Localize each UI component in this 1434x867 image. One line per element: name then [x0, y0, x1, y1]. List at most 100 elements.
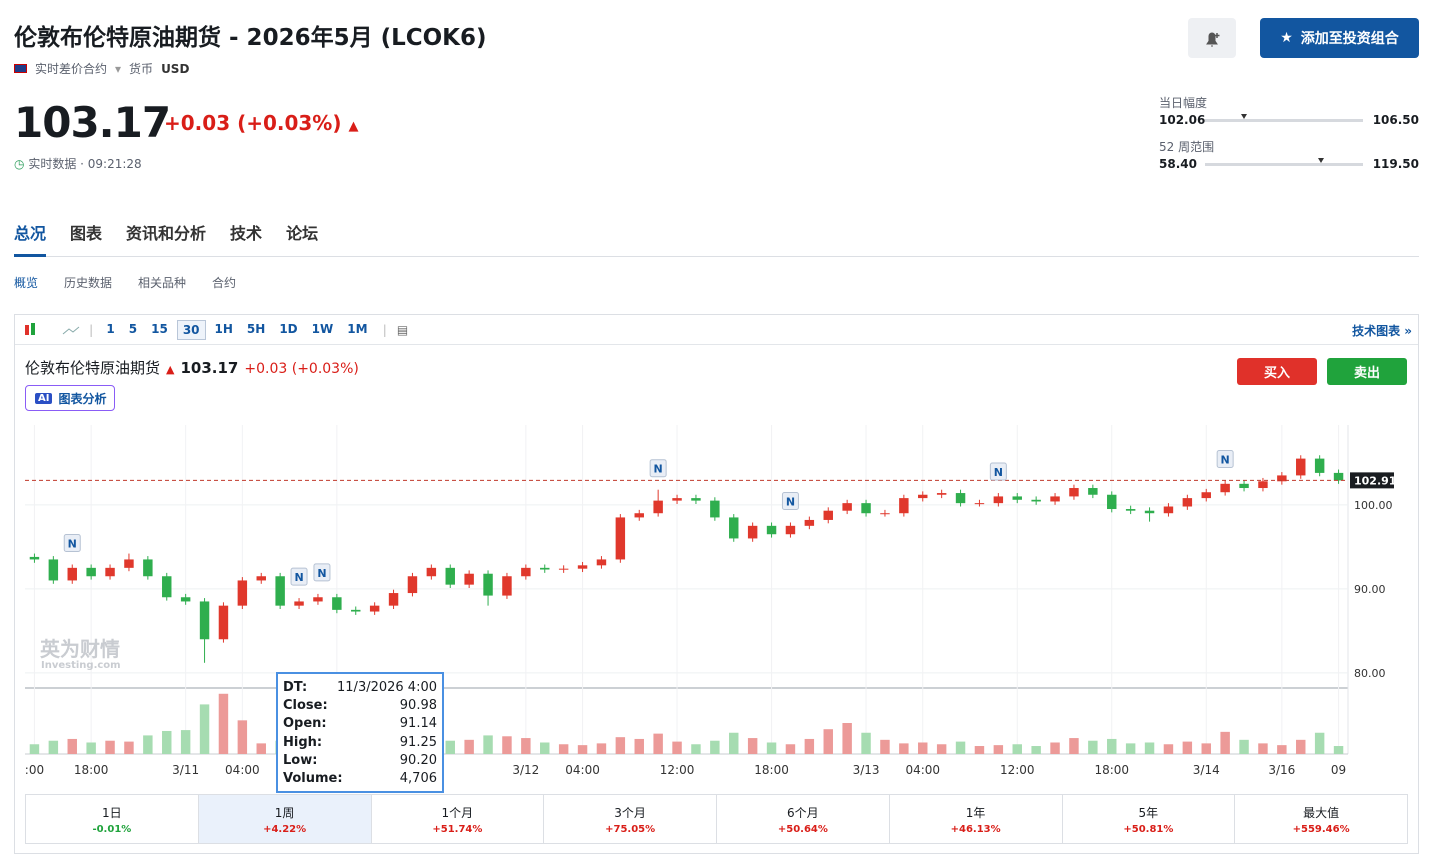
interval[interactable]: 1W: [311, 321, 334, 336]
performance-cell[interactable]: 5年 +50.81%: [1063, 795, 1236, 843]
title: 伦敦布伦特原油期货 - 2026年5月 (LCOK6): [14, 25, 487, 51]
range-label: 52 周范围: [1159, 140, 1215, 154]
tooltip-value: 90.20: [399, 752, 437, 768]
tab[interactable]: 图表: [70, 224, 103, 243]
tooltip-row: Volume: 4,706: [283, 770, 437, 788]
performance-cell[interactable]: 1个月 +51.74%: [372, 795, 545, 843]
subtabs: 概览 历史数据 相关品种 合约: [14, 274, 236, 291]
performance-cell[interactable]: 1周 +4.22%: [198, 795, 372, 843]
interval[interactable]: 1H: [214, 321, 233, 336]
tab[interactable]: 技术: [230, 224, 263, 243]
performance: 1日 -0.01% 1周 +4.22% 1个月 +51.74% 3个月 +75.05% 6个月 +…: [25, 794, 1408, 844]
range-row: 102.06 106.50: [1159, 113, 1419, 127]
change-text: +0.03 (+0.03%): [164, 111, 342, 135]
range-row: 58.40 119.50: [1159, 157, 1419, 171]
performance-change: -0.01%: [92, 824, 132, 835]
portfolio-button[interactable]: ★ 添加至投资组合: [1260, 18, 1419, 58]
ai-badge: AI: [35, 392, 53, 404]
contract-type: 实时差价合约: [35, 62, 108, 76]
interval[interactable]: 1M: [347, 321, 368, 336]
range-high: 119.50: [1372, 157, 1419, 171]
change: +0.03 (+0.03%) ▲: [164, 111, 359, 135]
toolbar: | 1 5 15 30 1H 5H 1D 1W 1M | ▤: [15, 315, 1418, 345]
chart-header: 伦敦布伦特原油期货 ▲ 103.17 +0.03 (+0.03%): [25, 359, 359, 377]
range-marker: [1241, 113, 1248, 119]
performance-cell[interactable]: 1日 -0.01%: [26, 795, 199, 843]
currency: USD: [161, 61, 190, 76]
tooltip-row: Close: 90.98: [283, 697, 437, 715]
chart-price: 103.17: [180, 359, 239, 377]
interval[interactable]: 15: [151, 321, 168, 336]
performance-change: +51.74%: [432, 824, 483, 835]
ai-label: 图表分析: [58, 391, 107, 406]
range-marker: [1317, 157, 1324, 163]
range-label: 当日幅度: [1159, 96, 1208, 110]
status: ◷ 实时数据 · 09:21:28: [14, 157, 142, 171]
tooltip-key: DT:: [283, 680, 308, 695]
subtab[interactable]: 合约: [212, 276, 237, 290]
interval[interactable]: 1D: [279, 321, 298, 336]
tooltip-row: High: 91.25: [283, 734, 437, 752]
tab[interactable]: 资讯和分析: [126, 224, 207, 243]
performance-period: 3个月: [614, 806, 646, 820]
interval[interactable]: 5: [128, 321, 138, 336]
tooltip-row: Open: 91.14: [283, 715, 437, 733]
chart-change: +0.03 (+0.03%): [244, 361, 359, 377]
tooltip-key: Volume:: [283, 771, 343, 787]
tab[interactable]: 论坛: [286, 224, 319, 243]
tooltip-value: 11/3/2026 4:00: [337, 680, 437, 695]
subtab[interactable]: 历史数据: [64, 276, 113, 290]
performance-cell[interactable]: 6个月 +50.64%: [717, 795, 890, 843]
tooltip-key: Close:: [283, 698, 328, 714]
tooltip-row: DT: 11/3/2026 4:00: [283, 679, 437, 697]
range: 当日幅度 102.06 106.50: [1159, 94, 1419, 130]
range-high: 106.50: [1372, 113, 1419, 127]
performance-period: 5年: [1138, 806, 1159, 820]
meta: 实时差价合约 ▾ 货币 USD: [14, 60, 189, 77]
performance-cell[interactable]: 1年 +46.13%: [890, 795, 1063, 843]
tech-chart-link[interactable]: 技术图表 »: [1352, 324, 1412, 338]
performance-change: +50.81%: [1123, 824, 1174, 835]
tooltip-value: 91.25: [399, 734, 437, 750]
range: 52 周范围 58.40 119.50: [1159, 138, 1419, 174]
performance-period: 1个月: [441, 806, 474, 820]
chart-type-icons[interactable]: [15, 320, 85, 340]
tooltip: DT: 11/3/2026 4:00 Close: 90.98 Open: 91.14 Hi…: [276, 672, 444, 793]
performance-period: 6个月: [787, 806, 819, 820]
buy-button[interactable]: 买入: [1237, 358, 1317, 385]
tab-divider: [14, 256, 1419, 257]
tooltip-key: High:: [283, 734, 323, 750]
chart-box: [14, 314, 1419, 854]
performance-period: 1年: [965, 806, 986, 820]
performance-cell[interactable]: 3个月 +75.05%: [544, 795, 717, 843]
interval[interactable]: 1: [106, 321, 115, 336]
chart-name: 伦敦布伦特原油期货: [25, 359, 161, 377]
range-low: 58.40: [1159, 157, 1197, 171]
range-bar: [1205, 157, 1363, 166]
performance-period: 1周: [274, 806, 295, 820]
tooltip-key: Open:: [283, 716, 327, 732]
interval[interactable]: 30: [176, 319, 206, 340]
tabs: 总况 图表 资讯和分析 技术 论坛: [14, 220, 318, 244]
interval[interactable]: 5H: [246, 321, 266, 336]
price: 103.17: [14, 98, 171, 147]
range-low: 102.06: [1159, 113, 1206, 127]
alert-button[interactable]: [1188, 18, 1236, 58]
sell-button[interactable]: 卖出: [1327, 358, 1407, 385]
tooltip-row: Low: 90.20: [283, 752, 437, 770]
tab[interactable]: 总况: [14, 224, 47, 243]
performance-cell[interactable]: 最大值 +559.46%: [1235, 795, 1407, 843]
status-text: 实时数据 · 09:21:28: [28, 157, 142, 171]
tooltip-value: 4,706: [399, 771, 437, 787]
performance-change: +4.22%: [263, 824, 307, 835]
portfolio-label: 添加至投资组合: [1300, 31, 1399, 47]
performance-change: +46.13%: [950, 824, 1001, 835]
subtab[interactable]: 概览: [14, 276, 39, 290]
subtab[interactable]: 相关品种: [138, 276, 187, 290]
ai-button[interactable]: AI 图表分析: [25, 385, 115, 411]
performance-period: 最大值: [1303, 806, 1340, 820]
tooltip-key: Low:: [283, 752, 318, 768]
currency-label: 货币: [129, 62, 154, 76]
tooltip-value: 91.14: [399, 716, 437, 732]
tooltip-value: 90.98: [399, 698, 437, 714]
